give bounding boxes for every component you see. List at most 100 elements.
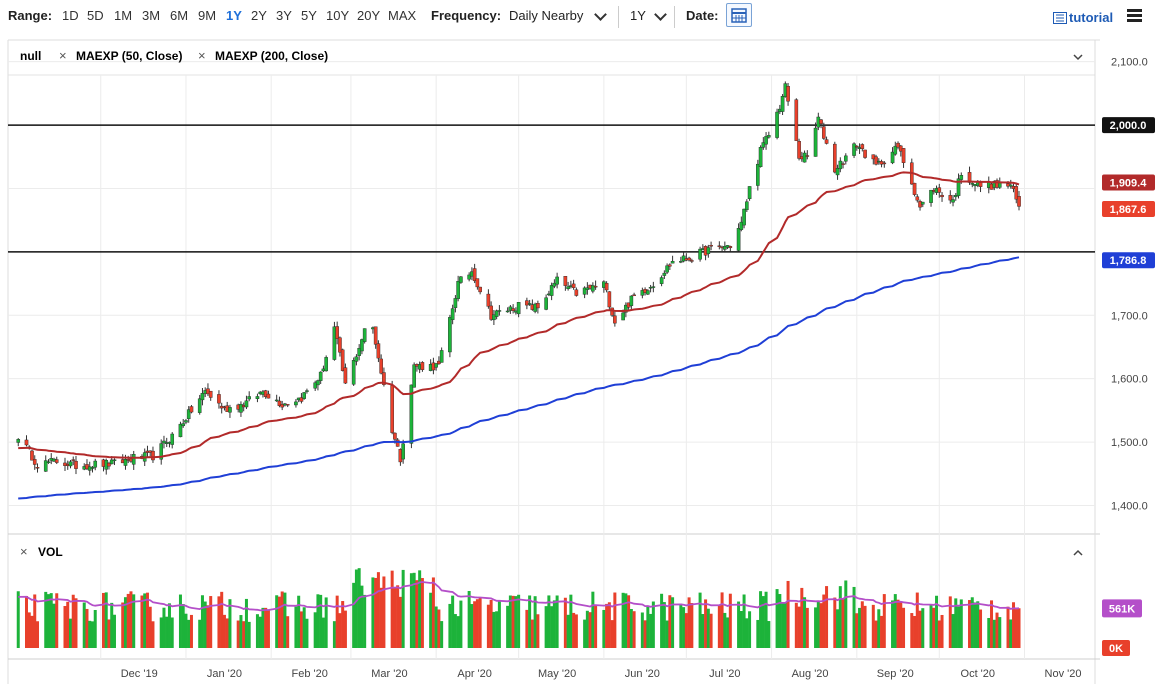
candle-body	[690, 260, 694, 262]
frequency-chevron-down-icon[interactable]	[594, 8, 607, 21]
candle-body	[863, 149, 867, 158]
hamburger-menu-icon[interactable]	[1127, 9, 1142, 23]
volume-bar	[891, 600, 895, 648]
volume-bar	[401, 569, 405, 648]
range-3y-button[interactable]: 3Y	[276, 8, 292, 23]
volume-bar	[781, 603, 785, 648]
ma200-badge-label: 1,786.8	[1110, 255, 1147, 267]
candle-body	[313, 382, 317, 389]
volume-zero-badge-label: 0K	[1109, 643, 1123, 655]
ma50-badge-label: 1,909.4	[1110, 178, 1148, 190]
candle-body	[967, 172, 972, 183]
volume-bar	[786, 580, 790, 648]
candle-body	[30, 450, 34, 461]
range-5y-button[interactable]: 5Y	[301, 8, 317, 23]
price-chart[interactable]: null × MAEXP (50, Close) × MAEXP (200, C…	[0, 34, 1157, 690]
range-5d-button[interactable]: 5D	[87, 8, 104, 23]
volume-collapse-chevron-icon[interactable]	[1073, 549, 1083, 556]
range-2y-button[interactable]: 2Y	[251, 8, 267, 23]
volume-bar	[68, 618, 72, 648]
legend-study1[interactable]: MAEXP (50, Close)	[76, 49, 182, 63]
volume-bar	[1006, 606, 1010, 648]
period-chevron-down-icon[interactable]	[654, 8, 667, 21]
candle-body	[937, 187, 942, 193]
candle-body	[24, 439, 29, 446]
ma50-badge	[1102, 174, 1155, 191]
calendar-button[interactable]	[726, 3, 752, 27]
candle-body	[767, 135, 771, 138]
frequency-select[interactable]: Daily Nearby	[509, 8, 584, 23]
candle-body	[170, 433, 175, 445]
volume-bar	[90, 621, 94, 648]
volume-bar	[319, 594, 323, 648]
period-select[interactable]: 1Y	[630, 8, 646, 23]
remove-volume-icon[interactable]: ×	[20, 544, 28, 559]
volume-bar	[838, 586, 842, 648]
volume-bar	[434, 606, 438, 648]
volume-bar	[610, 620, 614, 648]
volume-bar	[979, 609, 983, 648]
volume-bar	[566, 614, 570, 648]
range-6m-button[interactable]: 6M	[170, 8, 189, 23]
candle-body	[277, 400, 282, 406]
candle-body	[318, 371, 323, 381]
volume-bar	[486, 604, 490, 648]
y-axis-labels: 1,400.0 1,500.0 1,600.0 1,700.0 2,100.0	[1111, 57, 1148, 513]
candle-body	[107, 462, 111, 467]
volume-bar	[354, 569, 358, 648]
candle-body	[151, 450, 155, 461]
volume-bar	[217, 596, 221, 648]
candle-body	[805, 155, 810, 157]
volume-bar	[775, 589, 779, 648]
candle-body	[593, 285, 598, 288]
volume-bar	[877, 609, 881, 648]
candle-body	[409, 384, 414, 444]
range-3m-button[interactable]: 3M	[142, 8, 161, 23]
candle-body	[833, 143, 837, 173]
volume-bar	[959, 599, 963, 648]
volume-bar	[33, 594, 37, 648]
volume-bar	[189, 614, 193, 648]
candle-body	[549, 285, 554, 296]
volume-bar	[764, 591, 768, 648]
volume-bar	[860, 601, 864, 648]
candle-body	[525, 300, 529, 306]
range-20y-button[interactable]: 20Y	[357, 8, 381, 23]
candle-body	[555, 276, 559, 285]
gridlines	[8, 61, 1095, 659]
candle-body	[728, 246, 733, 249]
remove-study1-icon[interactable]: ×	[59, 48, 67, 63]
candle-body	[736, 228, 741, 251]
volume-bar	[935, 595, 939, 648]
volume-bar	[415, 580, 419, 648]
candle-body	[351, 360, 356, 385]
volume-bar	[739, 611, 743, 648]
candle-body	[54, 459, 59, 463]
range-10y-button[interactable]: 10Y	[326, 8, 350, 23]
candle-body	[197, 398, 202, 413]
volume-bar	[283, 592, 287, 648]
candle-body	[497, 310, 502, 312]
candle-body	[68, 461, 73, 467]
legend-collapse-chevron-icon[interactable]	[1073, 54, 1083, 61]
candle-body	[280, 404, 284, 408]
tutorial-link[interactable]: tutorial	[1069, 10, 1114, 25]
horizontal-lines	[8, 124, 1095, 253]
volume-bar	[948, 596, 952, 648]
range-max-button[interactable]: MAX	[388, 8, 417, 23]
range-1y-button[interactable]: 1Y	[226, 8, 242, 23]
range-9m-button[interactable]: 9M	[198, 8, 217, 23]
volume-bar	[167, 603, 171, 648]
volume-bar	[420, 578, 424, 648]
range-1d-button[interactable]: 1D	[62, 8, 79, 23]
remove-study2-icon[interactable]: ×	[198, 48, 206, 63]
tutorial-icon[interactable]	[1053, 12, 1067, 24]
candle-body	[217, 394, 221, 404]
legend-study2[interactable]: MAEXP (200, Close)	[215, 49, 328, 63]
volume-bar	[453, 614, 457, 648]
range-1m-button[interactable]: 1M	[114, 8, 133, 23]
volume-bar	[159, 617, 163, 648]
volume-bar	[332, 621, 336, 648]
volume-bar	[305, 618, 309, 648]
volume-bar	[778, 594, 782, 648]
